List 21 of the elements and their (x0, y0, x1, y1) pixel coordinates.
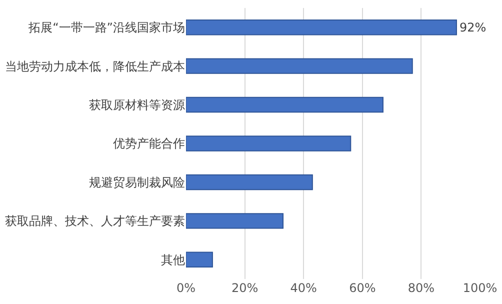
bar (186, 136, 352, 152)
x-tick-label: 100% (462, 281, 498, 295)
bar (186, 252, 213, 268)
y-tick-label: 获取原材料等资源 (89, 98, 185, 112)
y-tick-label: 优势产能合作 (113, 136, 185, 151)
bar (186, 20, 457, 36)
x-tick-label: 20% (231, 281, 258, 295)
y-tick-label: 其他 (161, 252, 185, 267)
bar (186, 213, 284, 229)
y-tick-label: 获取品牌、技术、人才等生产要素 (5, 214, 185, 228)
bar (186, 174, 313, 190)
y-tick-label: 当地劳动力成本低，降低生产成本 (5, 59, 185, 74)
bar (186, 58, 413, 74)
bar (186, 96, 384, 113)
x-tick-label: 0% (176, 281, 196, 295)
y-tick-label: 拓展“一带一路”沿线国家市场 (28, 20, 185, 35)
y-tick-label: 规避贸易制裁风险 (89, 175, 185, 190)
x-tick-label: 40% (290, 281, 317, 295)
x-tick-label: 80% (408, 281, 435, 295)
data-label: 92% (459, 20, 486, 34)
x-tick-label: 60% (349, 281, 376, 295)
